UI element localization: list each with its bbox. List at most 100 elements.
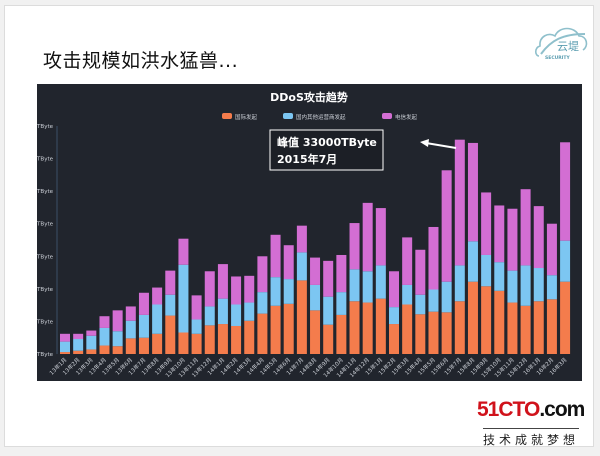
bar-segment-international[interactable]	[112, 346, 123, 354]
bar-segment-telecom[interactable]	[112, 310, 123, 332]
bar-segment-international[interactable]	[296, 280, 307, 354]
bar-segment-international[interactable]	[441, 312, 452, 354]
bar-segment-international[interactable]	[481, 286, 492, 354]
bar-segment-international[interactable]	[310, 310, 321, 354]
bar-segment-other-carriers[interactable]	[375, 265, 386, 299]
bar-segment-international[interactable]	[60, 352, 70, 354]
bar-segment-international[interactable]	[270, 305, 281, 354]
bar-segment-other-carriers[interactable]	[125, 320, 136, 339]
bar-segment-international[interactable]	[428, 311, 439, 354]
bar-segment-telecom[interactable]	[152, 287, 163, 305]
bar-segment-telecom[interactable]	[415, 249, 426, 295]
bar-segment-other-carriers[interactable]	[494, 262, 505, 291]
bar-segment-telecom[interactable]	[441, 170, 452, 282]
bar-segment-other-carriers[interactable]	[546, 275, 557, 300]
bar-segment-international[interactable]	[362, 302, 373, 354]
bar-segment-international[interactable]	[533, 301, 544, 354]
bar-segment-telecom[interactable]	[349, 223, 360, 270]
bar-segment-other-carriers[interactable]	[283, 279, 294, 304]
bar-segment-international[interactable]	[494, 290, 505, 354]
bar-segment-other-carriers[interactable]	[310, 284, 321, 311]
bar-segment-other-carriers[interactable]	[533, 268, 544, 302]
bar-segment-other-carriers[interactable]	[73, 339, 84, 351]
bar-segment-telecom[interactable]	[467, 142, 478, 242]
bar-segment-telecom[interactable]	[125, 306, 136, 321]
bar-segment-telecom[interactable]	[323, 260, 334, 297]
bar-segment-telecom[interactable]	[507, 208, 518, 271]
bar-segment-other-carriers[interactable]	[389, 307, 399, 325]
bar-segment-international[interactable]	[257, 313, 268, 354]
bar-segment-international[interactable]	[560, 281, 571, 354]
bar-segment-telecom[interactable]	[231, 276, 242, 305]
bar-segment-telecom[interactable]	[244, 275, 255, 303]
bar-segment-telecom[interactable]	[389, 271, 399, 308]
bar-segment-telecom[interactable]	[165, 270, 176, 295]
bar-segment-telecom[interactable]	[494, 205, 505, 263]
bar-segment-international[interactable]	[349, 301, 360, 354]
bar-segment-international[interactable]	[520, 305, 531, 354]
bar-segment-other-carriers[interactable]	[60, 341, 70, 353]
bar-segment-other-carriers[interactable]	[560, 240, 571, 282]
bar-segment-other-carriers[interactable]	[152, 304, 163, 334]
bar-segment-international[interactable]	[165, 315, 176, 354]
bar-segment-telecom[interactable]	[362, 202, 373, 272]
bar-segment-telecom[interactable]	[283, 245, 294, 280]
legend-label[interactable]: 国内其他运营商发起	[296, 113, 346, 121]
bar-segment-other-carriers[interactable]	[441, 281, 452, 313]
bar-segment-other-carriers[interactable]	[178, 264, 189, 333]
bar-segment-other-carriers[interactable]	[165, 294, 176, 316]
bar-segment-telecom[interactable]	[138, 292, 149, 315]
bar-segment-international[interactable]	[323, 324, 334, 354]
bar-segment-other-carriers[interactable]	[138, 314, 149, 338]
bar-segment-international[interactable]	[507, 302, 518, 354]
bar-segment-telecom[interactable]	[270, 234, 281, 278]
bar-segment-other-carriers[interactable]	[270, 277, 281, 306]
bar-segment-other-carriers[interactable]	[86, 335, 97, 350]
bar-segment-other-carriers[interactable]	[336, 292, 347, 315]
bar-segment-telecom[interactable]	[191, 295, 202, 320]
bar-segment-other-carriers[interactable]	[323, 296, 334, 325]
bar-segment-international[interactable]	[231, 325, 242, 354]
bar-segment-international[interactable]	[454, 301, 465, 354]
bar-segment-telecom[interactable]	[546, 223, 557, 276]
bar-segment-telecom[interactable]	[481, 192, 492, 255]
bar-segment-international[interactable]	[204, 325, 215, 354]
bar-segment-telecom[interactable]	[73, 333, 84, 340]
bar-segment-international[interactable]	[546, 299, 557, 354]
bar-segment-telecom[interactable]	[204, 271, 215, 307]
bar-segment-other-carriers[interactable]	[217, 298, 228, 325]
bar-segment-international[interactable]	[244, 320, 255, 354]
bar-segment-other-carriers[interactable]	[402, 284, 413, 305]
legend-label[interactable]: 电信发起	[395, 113, 418, 121]
bar-segment-other-carriers[interactable]	[520, 265, 531, 306]
legend-label[interactable]: 国际发起	[235, 113, 258, 121]
bar-segment-other-carriers[interactable]	[204, 306, 215, 326]
bar-segment-other-carriers[interactable]	[467, 241, 478, 282]
bar-segment-other-carriers[interactable]	[191, 319, 202, 334]
bar-segment-international[interactable]	[467, 281, 478, 354]
bar-segment-telecom[interactable]	[402, 237, 413, 285]
bar-segment-other-carriers[interactable]	[349, 269, 360, 302]
bar-segment-international[interactable]	[86, 349, 97, 354]
bar-segment-telecom[interactable]	[375, 208, 386, 266]
bar-segment-international[interactable]	[415, 314, 426, 354]
bar-segment-international[interactable]	[283, 303, 294, 354]
bar-segment-international[interactable]	[152, 333, 163, 354]
bar-segment-telecom[interactable]	[178, 238, 189, 265]
bar-segment-international[interactable]	[375, 298, 386, 354]
bar-segment-other-carriers[interactable]	[296, 252, 307, 281]
bar-segment-international[interactable]	[402, 304, 413, 354]
bar-segment-international[interactable]	[217, 324, 228, 354]
bar-segment-telecom[interactable]	[336, 254, 347, 293]
bar-segment-telecom[interactable]	[86, 330, 97, 336]
bar-segment-international[interactable]	[178, 332, 189, 354]
bar-segment-telecom[interactable]	[428, 226, 439, 290]
bar-segment-international[interactable]	[389, 324, 399, 354]
bar-segment-telecom[interactable]	[310, 257, 321, 285]
bar-segment-telecom[interactable]	[520, 189, 531, 266]
bar-segment-telecom[interactable]	[99, 316, 110, 328]
bar-segment-other-carriers[interactable]	[507, 270, 518, 303]
bar-segment-other-carriers[interactable]	[244, 302, 255, 321]
bar-segment-other-carriers[interactable]	[99, 327, 110, 346]
bar-segment-telecom[interactable]	[257, 256, 268, 293]
